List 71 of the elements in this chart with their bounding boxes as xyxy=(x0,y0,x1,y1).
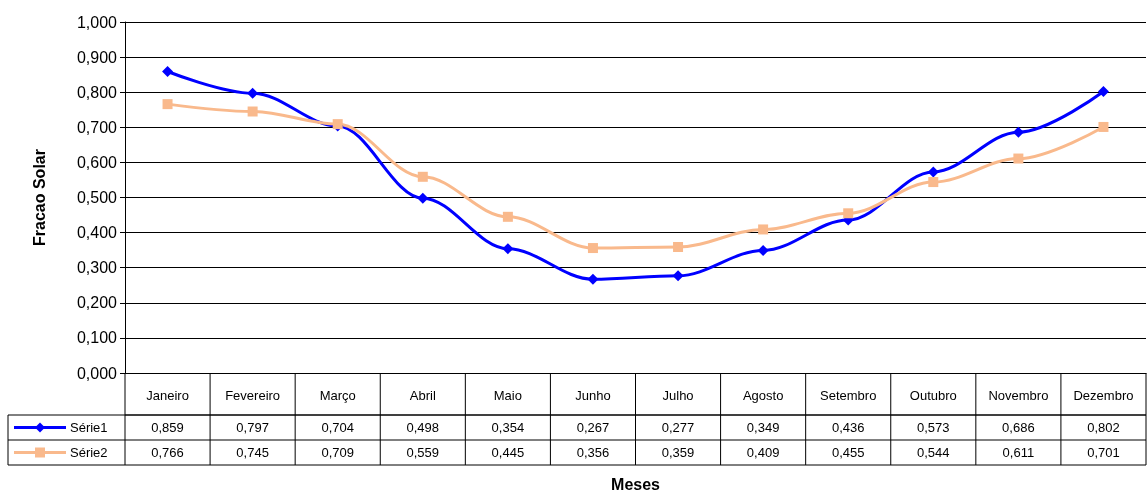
data-label: 0,498 xyxy=(406,420,440,435)
y-tick-label: 0,800 xyxy=(76,83,118,101)
point xyxy=(672,270,684,282)
data-label: 0,745 xyxy=(236,445,269,460)
point xyxy=(162,65,174,77)
point xyxy=(162,99,173,110)
legend-label: Série1 xyxy=(70,420,108,435)
data-label: 0,573 xyxy=(917,420,950,435)
point xyxy=(1012,126,1024,138)
y-tick-label: 1,000 xyxy=(76,13,118,31)
y-tick-label: 0,600 xyxy=(76,153,118,171)
data-label: 0,544 xyxy=(917,445,950,460)
data-label: 0,559 xyxy=(406,445,440,460)
data-label: 0,267 xyxy=(576,420,610,435)
y-tick-label: 0,200 xyxy=(76,294,118,312)
y-tick-label: 0,900 xyxy=(76,48,118,66)
x-tick-label: Novembro xyxy=(988,388,1049,403)
x-tick-label: Setembro xyxy=(820,388,877,403)
data-label: 0,445 xyxy=(491,445,525,460)
x-tick-label: Fevereiro xyxy=(225,388,281,403)
point xyxy=(1097,86,1109,97)
point xyxy=(1098,121,1109,132)
data-label: 0,611 xyxy=(1002,445,1035,460)
data-label: 0,686 xyxy=(1002,420,1035,435)
data-label: 0,859 xyxy=(151,420,184,435)
data-label: 0,797 xyxy=(236,420,269,435)
data-label: 0,354 xyxy=(491,420,525,435)
y-tick-label: 0,300 xyxy=(76,259,118,277)
x-tick-label: Março xyxy=(319,388,356,403)
data-label: 0,701 xyxy=(1087,445,1120,460)
x-tick-label: Julho xyxy=(662,388,694,403)
point xyxy=(843,208,854,219)
point xyxy=(587,273,599,285)
data-label: 0,704 xyxy=(321,420,354,435)
point xyxy=(673,241,684,252)
point xyxy=(757,245,769,256)
data-label: 0,349 xyxy=(746,420,780,435)
x-tick-label: Abril xyxy=(409,388,436,403)
x-tick-label: Outubro xyxy=(909,388,957,403)
point xyxy=(247,106,258,117)
point xyxy=(1013,153,1024,164)
point xyxy=(502,211,513,222)
y-tick-label: 0,700 xyxy=(76,118,118,136)
point xyxy=(758,224,769,235)
y-tick-label: 0,000 xyxy=(76,364,118,382)
data-label: 0,766 xyxy=(151,445,184,460)
data-label: 0,436 xyxy=(831,420,865,435)
x-tick-label: Junho xyxy=(575,388,611,403)
point xyxy=(417,171,428,182)
data-label: 0,359 xyxy=(661,445,695,460)
x-axis-title: Meses xyxy=(611,475,661,493)
y-tick-label: 0,400 xyxy=(76,224,118,242)
data-label: 0,277 xyxy=(661,420,695,435)
y-tick-label: 0,500 xyxy=(76,189,118,206)
y-axis-title: Fracao Solar xyxy=(30,149,48,246)
point xyxy=(502,243,514,255)
point xyxy=(417,192,429,204)
data-label: 0,709 xyxy=(321,445,354,460)
data-label: 0,802 xyxy=(1087,420,1120,435)
x-tick-label: Maio xyxy=(493,388,522,403)
legend-label: Série2 xyxy=(70,445,108,460)
point xyxy=(587,243,598,254)
point xyxy=(247,87,259,99)
x-tick-label: Agosto xyxy=(742,388,784,403)
data-label: 0,455 xyxy=(831,445,865,460)
y-tick-label: 0,100 xyxy=(76,329,118,347)
point xyxy=(928,177,939,188)
data-label: 0,409 xyxy=(746,445,780,460)
x-tick-label: Dezembro xyxy=(1073,388,1134,403)
x-tick-label: Janeiro xyxy=(146,388,189,403)
data-label: 0,356 xyxy=(576,445,610,460)
